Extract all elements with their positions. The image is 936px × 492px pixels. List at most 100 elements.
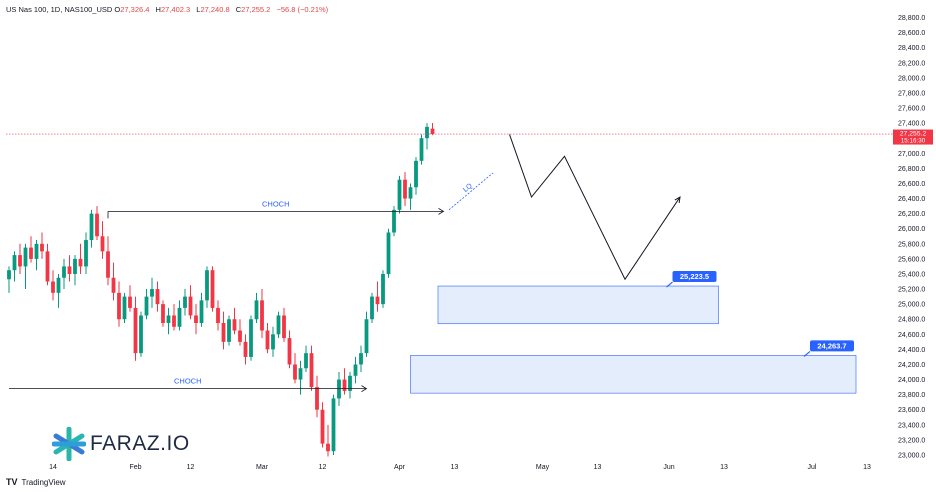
price-tick-label: 28,600.0 [898,30,925,37]
choch-arrowhead [438,208,445,215]
time-tick-label: 13 [594,464,602,471]
change-value: −56.8 (−0.21%) [276,5,329,14]
zone-price-label-box [810,340,854,352]
candle-body [271,334,275,350]
price-tick-label: 26,600.0 [898,181,925,188]
time-tick-label: Jun [663,464,674,471]
faraz-logo: FARAZ.IO [52,427,190,461]
price-tick-label: 26,000.0 [898,226,925,233]
candlesticks [7,122,435,457]
time-tick-label: 13 [863,464,871,471]
price-tick-label: 27,000.0 [898,151,925,158]
candle-body [216,307,220,323]
symbol-title[interactable]: US Nas 100, 1D, NAS100_USD [6,5,113,14]
candle-body [260,300,264,331]
lq-line [448,172,494,211]
time-tick-label: 12 [187,464,195,471]
candle-body [249,319,253,357]
zone-label-pointer [803,350,811,357]
low-label: L [196,5,201,14]
price-tick-label: 28,000.0 [898,75,925,82]
candle-body [100,236,105,252]
candle-body [7,270,11,280]
last-price-marker: 27,255.215:16:30 [6,129,933,145]
choch-label: CHOCH [262,199,290,208]
candle-body [348,375,352,391]
candle-body [298,368,303,380]
candle-body [144,296,149,316]
candle-body [370,296,374,320]
tradingview-footer[interactable]: TV TradingView [6,477,66,487]
candle-body [29,247,33,259]
candle-body [254,300,259,320]
candle-body [150,289,154,297]
candle-body [408,187,413,199]
time-tick-label: Apr [394,464,406,471]
time-tick-label: Mar [256,464,269,471]
candle-body [62,266,66,278]
candle-body [243,341,248,357]
price-tick-label: 24,600.0 [898,332,925,339]
candle-body [23,247,28,267]
projection-arrowhead [674,196,681,204]
price-tick-label: 26,400.0 [898,196,925,203]
candle-body [40,243,44,252]
candle-body [194,315,198,323]
candle-body [287,338,292,365]
candle-body [425,126,429,139]
price-tick-label: 24,800.0 [898,317,925,324]
demand-zone [410,355,857,394]
price-tick-label: 27,800.0 [898,90,925,97]
last-price-value: 27,255.2 [900,131,927,138]
candle-body [199,300,204,323]
time-tick-label: 13 [451,464,459,471]
price-tick-label: 23,000.0 [898,452,925,459]
time-tick-label: Feb [129,464,141,471]
close-label: C [235,5,242,14]
price-tick-label: 24,000.0 [898,377,925,384]
candle-body [282,315,286,339]
open-label: O [114,5,121,14]
candle-body [265,330,270,350]
candle-body [210,270,215,308]
candle-body [133,307,138,354]
price-tick-label: 25,400.0 [898,271,925,278]
candle-body [84,240,88,267]
price-tick-label: 23,600.0 [898,407,925,414]
time-tick-label: Jul [808,464,817,471]
candle-body [188,296,193,316]
tradingview-logo-icon: TV [6,477,18,487]
candle-body [117,292,121,320]
candle-body [73,258,77,274]
candle-body [56,277,61,293]
candle-body [183,296,187,308]
candle-body [381,273,385,305]
symbol-header: US Nas 100, 1D, NAS100_USD O27,326.4 H27… [6,5,328,14]
candle-body [128,296,132,308]
faraz-logo-text: FARAZ.IO [90,432,190,455]
demand-zone [437,285,719,325]
candle-body [139,315,143,354]
price-tick-label: 25,000.0 [898,302,925,309]
faraz-logo-icon [52,427,86,461]
price-tick-label: 23,400.0 [898,422,925,429]
price-tick-label: 23,800.0 [898,392,925,399]
price-tick-label: 25,200.0 [898,287,925,294]
price-tick-label: 26,200.0 [898,211,925,218]
last-price-tag [893,129,933,145]
candle-body [238,330,242,342]
candle-body [309,353,314,388]
candle-body [232,319,237,331]
candle-body [155,289,160,305]
time-tick-label: 13 [720,464,728,471]
candle-body [89,213,94,241]
candle-body [34,243,39,259]
candle-body [78,258,83,267]
candle-body [430,128,435,135]
last-price-countdown: 15:16:30 [901,138,926,145]
candle-body [106,251,110,278]
open-value: 27,326.4 [120,5,150,14]
time-tick-label: May [536,464,550,471]
choch-arrowhead [361,385,368,392]
